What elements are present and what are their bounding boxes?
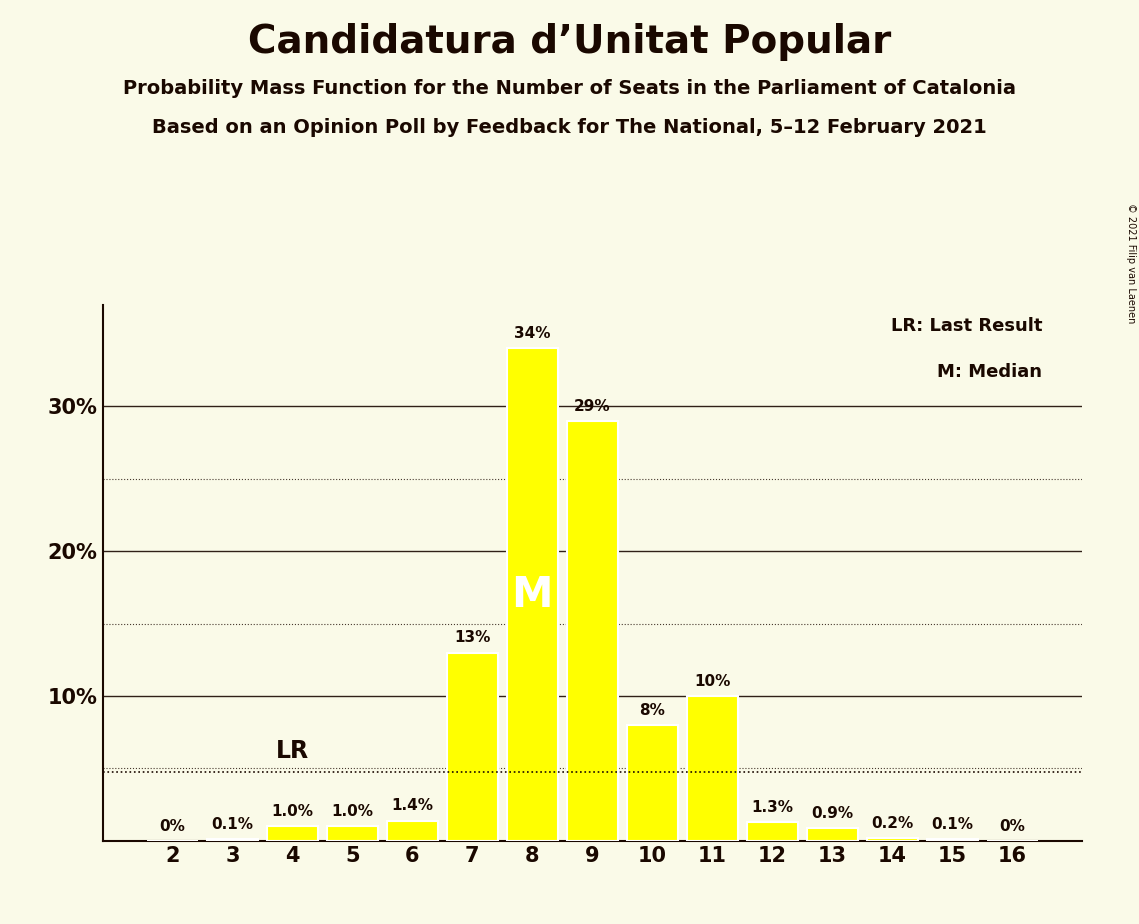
Text: 0.1%: 0.1% — [931, 817, 973, 833]
Text: 29%: 29% — [574, 398, 611, 414]
Text: 0.9%: 0.9% — [811, 806, 853, 821]
Text: 1.3%: 1.3% — [752, 800, 793, 815]
Text: 10%: 10% — [694, 674, 730, 688]
Text: 0.2%: 0.2% — [871, 816, 913, 831]
Bar — [747, 822, 797, 841]
Bar — [867, 838, 918, 841]
Text: 0.1%: 0.1% — [212, 817, 254, 833]
Bar — [567, 420, 617, 841]
Bar — [687, 696, 738, 841]
Text: 1.0%: 1.0% — [271, 804, 313, 819]
Bar — [806, 828, 858, 841]
Bar — [267, 826, 318, 841]
Bar — [626, 725, 678, 841]
Text: 0%: 0% — [999, 819, 1025, 833]
Text: Based on an Opinion Poll by Feedback for The National, 5–12 February 2021: Based on an Opinion Poll by Feedback for… — [153, 118, 986, 138]
Bar — [446, 652, 498, 841]
Bar — [327, 826, 378, 841]
Text: 34%: 34% — [514, 326, 550, 341]
Text: 0%: 0% — [159, 819, 186, 833]
Text: 13%: 13% — [454, 630, 491, 645]
Text: LR: LR — [276, 739, 309, 763]
Text: LR: Last Result: LR: Last Result — [891, 317, 1042, 334]
Bar — [927, 839, 977, 841]
Text: M: M — [511, 574, 554, 615]
Bar — [507, 348, 558, 841]
Bar — [207, 839, 257, 841]
Text: © 2021 Filip van Laenen: © 2021 Filip van Laenen — [1126, 203, 1136, 323]
Text: M: Median: M: Median — [937, 363, 1042, 381]
Text: Probability Mass Function for the Number of Seats in the Parliament of Catalonia: Probability Mass Function for the Number… — [123, 79, 1016, 98]
Text: Candidatura d’Unitat Popular: Candidatura d’Unitat Popular — [248, 23, 891, 61]
Text: 1.0%: 1.0% — [331, 804, 374, 819]
Text: 1.4%: 1.4% — [392, 798, 433, 813]
Bar — [387, 821, 437, 841]
Text: 8%: 8% — [639, 703, 665, 718]
